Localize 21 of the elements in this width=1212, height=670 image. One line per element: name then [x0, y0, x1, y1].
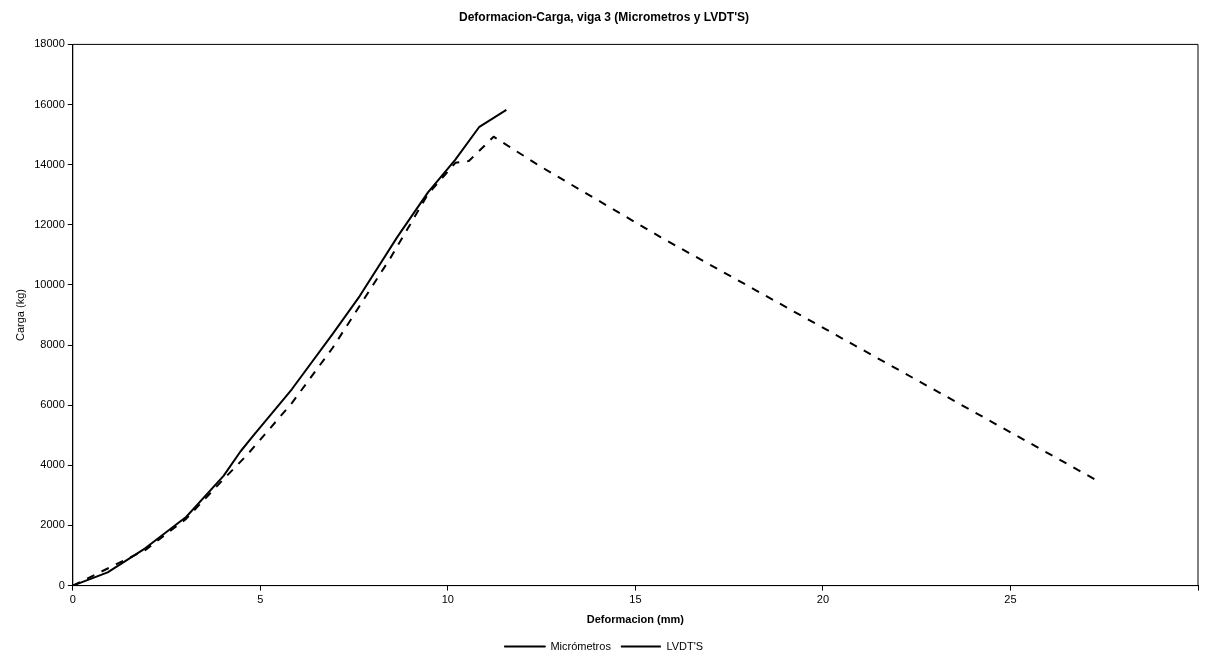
y-tick-label: 10000 [34, 277, 65, 290]
x-tick-label: 10 [441, 593, 454, 606]
y-tick-label: 0 [58, 578, 65, 591]
x-tick-label: 20 [816, 593, 830, 606]
y-tick-label: 4000 [40, 458, 65, 471]
x-tick-label: 25 [1004, 593, 1017, 606]
x-tick-label: 15 [629, 593, 642, 606]
y-axis-title: Carga (kg) [13, 289, 26, 341]
y-tick-label: 12000 [34, 217, 65, 230]
x-tick-label: 5 [257, 593, 264, 606]
x-axis-title: Deformacion (mm) [586, 613, 685, 626]
x-tick-label: 0 [69, 593, 76, 606]
y-tick-label: 18000 [34, 37, 65, 50]
y-tick-label: 16000 [34, 97, 65, 110]
legend-label: LVDT'S [666, 639, 704, 652]
y-tick-label: 8000 [40, 338, 65, 351]
y-tick-label: 14000 [34, 157, 65, 170]
y-tick-label: 6000 [40, 398, 65, 411]
chart-title: Deformacion-Carga, viga 3 (Micrometros y LVDT'S) [458, 9, 750, 24]
legend-label: Micrómetros [550, 639, 612, 652]
y-tick-label: 2000 [40, 518, 65, 531]
